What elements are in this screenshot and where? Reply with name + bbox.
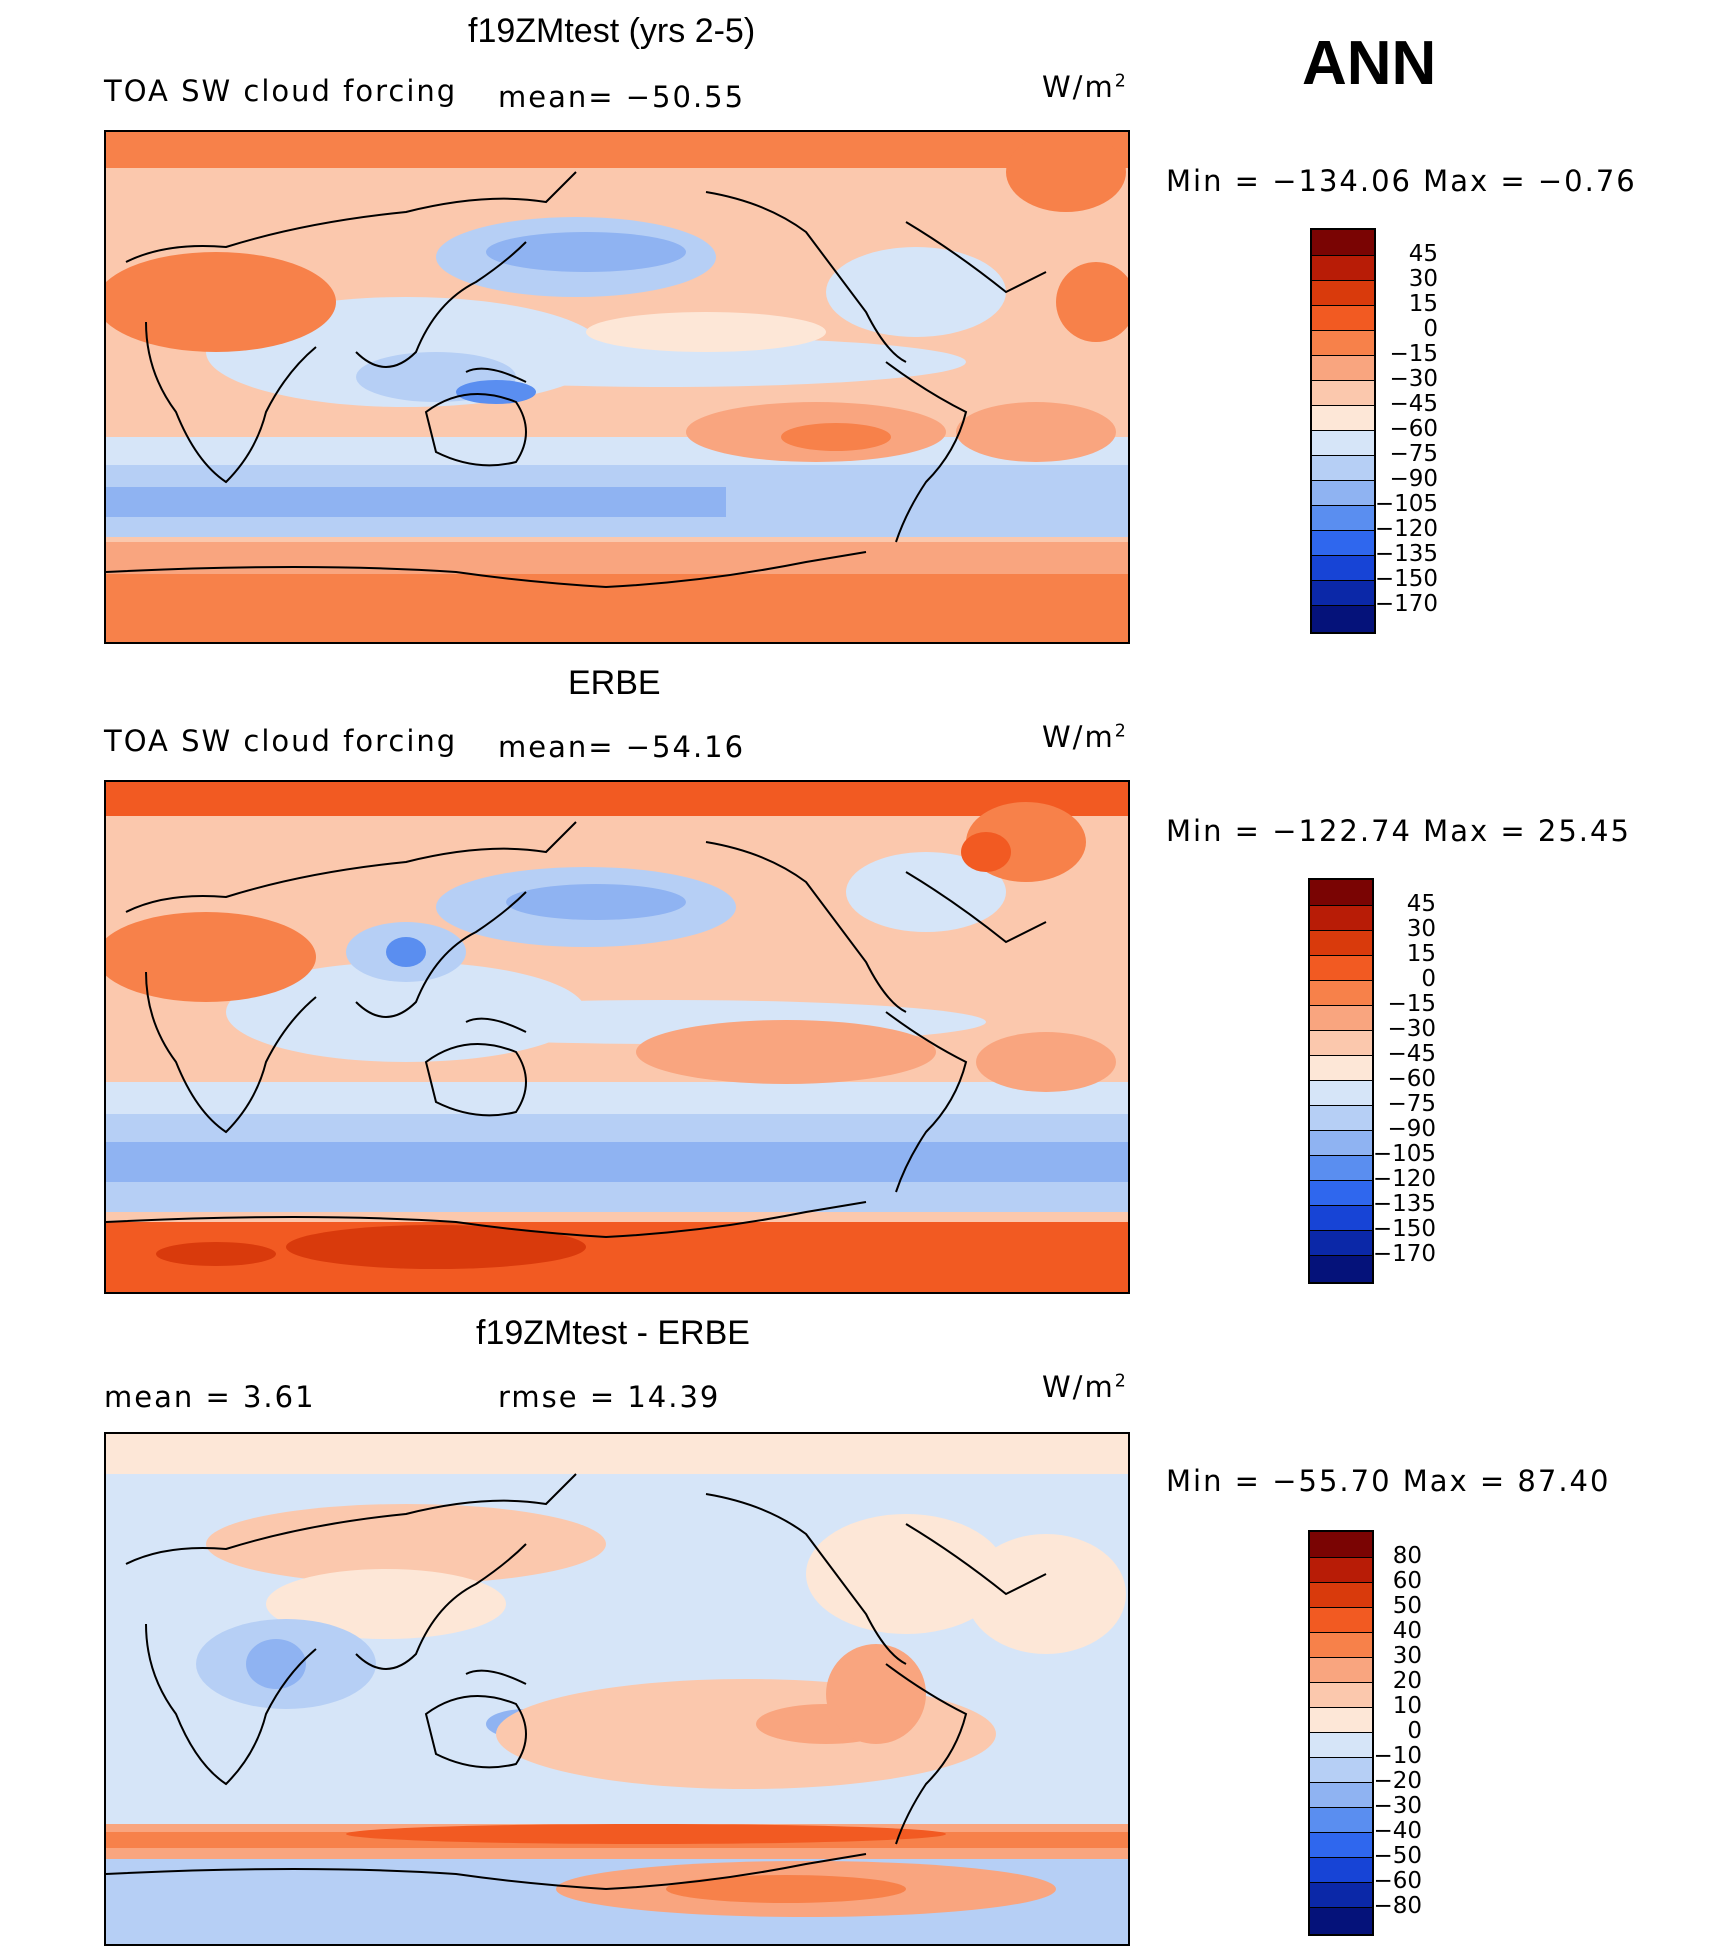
colorbar-tick-label: −60 [1389,416,1438,442]
panel-3-colorbar [1308,1530,1374,1936]
colorbar-tick-label: −120 [1374,516,1438,542]
colorbar-tick-label: 20 [1392,1668,1422,1694]
panel-2-title: ERBE [568,664,661,702]
colorbar-tick-label: 80 [1392,1543,1422,1569]
panel-3-rmse-label: rmse = 14.39 [498,1380,721,1414]
colorbar-tick-label: −170 [1372,1241,1436,1267]
colorbar-tick-label: −20 [1373,1768,1422,1794]
colorbar-tick-label: −150 [1374,566,1438,592]
colorbar-tick-label: −45 [1387,1041,1436,1067]
colorbar-tick-label: 50 [1392,1593,1422,1619]
colorbar-tick-label: −135 [1374,541,1438,567]
panel-2-mean-label: mean= −54.16 [498,730,746,764]
colorbar-tick-label: −80 [1373,1893,1422,1919]
colorbar-tick-label: 45 [1406,891,1436,917]
colorbar-tick-label: 15 [1408,291,1438,317]
panel-3-map [104,1432,1130,1946]
panel-2-minmax: Min = −122.74 Max = 25.45 [1166,814,1631,848]
colorbar-tick-label: −75 [1389,441,1438,467]
panel-2-map-field [106,782,1128,1292]
panel-1-map-field [106,132,1128,642]
panel-3-minmax: Min = −55.70 Max = 87.40 [1166,1464,1611,1498]
panel-1-map [104,130,1130,644]
panel-2-map [104,780,1130,1294]
panel-3-mean-label: mean = 3.61 [104,1380,316,1414]
colorbar-tick-label: −30 [1387,1016,1436,1042]
panel-2-variable-label: TOA SW cloud forcing [104,724,458,758]
colorbar-tick-label: 30 [1406,916,1436,942]
colorbar-tick-label: 0 [1407,1718,1422,1744]
panel-2-units: W/m2 [1042,720,1128,754]
panel-3-title: f19ZMtest - ERBE [476,1314,750,1352]
panel-1-title: f19ZMtest (yrs 2-5) [468,12,756,50]
colorbar-tick-label: −45 [1389,391,1438,417]
colorbar-tick-label: −75 [1387,1091,1436,1117]
colorbar-tick-label: −40 [1373,1818,1422,1844]
colorbar-tick-label: −90 [1387,1116,1436,1142]
season-label: ANN [1302,29,1437,98]
colorbar-tick-label: −30 [1373,1793,1422,1819]
colorbar-tick-label: 0 [1423,316,1438,342]
colorbar-tick-label: 60 [1392,1568,1422,1594]
colorbar-tick-label: −170 [1374,591,1438,617]
colorbar-tick-label: 10 [1392,1693,1422,1719]
colorbar-tick-label: 15 [1406,941,1436,967]
panel-1-variable-label: TOA SW cloud forcing [104,74,458,108]
colorbar-tick-label: −105 [1372,1141,1436,1167]
colorbar-tick-label: 45 [1408,241,1438,267]
colorbar-tick-label: −120 [1372,1166,1436,1192]
panel-1-mean-label: mean= −50.55 [498,80,746,114]
panel-1-colorbar [1310,228,1376,634]
colorbar-tick-label: −135 [1372,1191,1436,1217]
colorbar-tick-label: −15 [1387,991,1436,1017]
colorbar-tick-label: −50 [1373,1843,1422,1869]
colorbar-tick-label: −10 [1373,1743,1422,1769]
colorbar-tick-label: 40 [1392,1618,1422,1644]
panel-3-units: W/m2 [1042,1370,1128,1404]
colorbar-tick-label: −30 [1389,366,1438,392]
colorbar-tick-label: 30 [1408,266,1438,292]
panel-1-minmax: Min = −134.06 Max = −0.76 [1166,164,1637,198]
colorbar-tick-label: −60 [1387,1066,1436,1092]
colorbar-tick-label: 30 [1392,1643,1422,1669]
colorbar-tick-label: −150 [1372,1216,1436,1242]
panel-3-map-field [106,1434,1128,1944]
colorbar-tick-label: −15 [1389,341,1438,367]
panel-1-units: W/m2 [1042,70,1128,104]
colorbar-tick-label: −60 [1373,1868,1422,1894]
colorbar-tick-label: −90 [1389,466,1438,492]
panel-2-colorbar [1308,878,1374,1284]
colorbar-tick-label: 0 [1421,966,1436,992]
colorbar-tick-label: −105 [1374,491,1438,517]
